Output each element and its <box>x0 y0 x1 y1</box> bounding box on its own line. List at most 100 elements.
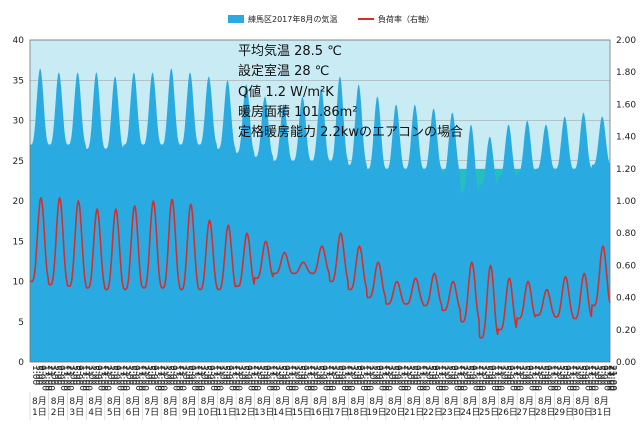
x-day-label: 13日 <box>254 407 274 418</box>
x-time-tick-label: 5:00 <box>464 365 474 385</box>
x-time-tick-label: 9:00 <box>580 365 590 385</box>
x-day-label: 2日 <box>51 407 66 418</box>
x-time-tick-label: 5:00 <box>333 365 343 385</box>
x-time-tick-label: 5:00 <box>89 365 99 385</box>
x-day-label: 5日 <box>107 407 122 418</box>
x-time-tick-label: 17:00 <box>43 365 53 391</box>
x-time-tick-label: 5:00 <box>295 365 305 385</box>
x-month-label: 8月 <box>257 396 272 407</box>
x-last-tick-label: 23:00 <box>606 365 616 391</box>
x-time-tick-label: 5:00 <box>33 365 43 385</box>
x-time-tick-label: 5:00 <box>164 365 174 385</box>
x-day-label: 15日 <box>291 407 311 418</box>
x-time-tick-label: 21:00 <box>514 365 524 391</box>
x-day-label: 16日 <box>310 407 330 418</box>
annotation-heating-area: 暖房面積 101.86m² <box>238 104 358 120</box>
x-time-tick-label: 21:00 <box>345 365 355 391</box>
x-time-tick-label: 13:00 <box>39 365 49 391</box>
x-time-tick-label: 5:00 <box>183 365 193 385</box>
x-time-tick-label: 9:00 <box>167 365 177 385</box>
x-time-tick-label: 1:00 <box>49 365 59 385</box>
x-day-label: 22日 <box>423 407 443 418</box>
x-time-tick-label: 5:00 <box>258 365 268 385</box>
x-time-tick-label: 17:00 <box>192 365 202 391</box>
x-time-tick-label: 1:00 <box>274 365 284 385</box>
x-time-tick-label: 17:00 <box>567 365 577 391</box>
x-time-tick-label: 1:00 <box>461 365 471 385</box>
x-time-tick-label: 5:00 <box>370 365 380 385</box>
x-day-label: 30日 <box>572 407 592 418</box>
x-time-tick-label: 13:00 <box>152 365 162 391</box>
y-left-tick-label: 25 <box>13 157 24 167</box>
x-time-tick-label: 21:00 <box>83 365 93 391</box>
x-day-label: 31日 <box>591 407 611 418</box>
x-time-tick-label: 9:00 <box>430 365 440 385</box>
x-time-tick-label: 9:00 <box>448 365 458 385</box>
y-left-tick-label: 10 <box>13 278 25 288</box>
x-time-tick-label: 9:00 <box>111 365 121 385</box>
x-time-tick-label: 17:00 <box>548 365 558 391</box>
x-day-label: 20日 <box>385 407 405 418</box>
x-time-tick-label: 9:00 <box>598 365 608 385</box>
x-day-label: 29日 <box>554 407 574 418</box>
x-time-tick-label: 21:00 <box>570 365 580 391</box>
x-time-tick-label: 13:00 <box>227 365 237 391</box>
x-time-tick-label: 13:00 <box>414 365 424 391</box>
x-time-tick-label: 17:00 <box>530 365 540 391</box>
x-month-label: 8月 <box>276 396 291 407</box>
x-time-tick-label: 13:00 <box>564 365 574 391</box>
x-time-tick-label: 1:00 <box>330 365 340 385</box>
x-time-tick-label: 21:00 <box>158 365 168 391</box>
x-month-label: 8月 <box>88 396 103 407</box>
x-time-tick-label: 1:00 <box>255 365 265 385</box>
x-time-tick-label: 9:00 <box>36 365 46 385</box>
x-time-tick-label: 5:00 <box>389 365 399 385</box>
x-time-tick-label: 9:00 <box>336 365 346 385</box>
x-time-tick-label: 9:00 <box>355 365 365 385</box>
x-time-tick-label: 9:00 <box>205 365 215 385</box>
x-time-tick-label: 21:00 <box>364 365 374 391</box>
x-time-tick-label: 13:00 <box>246 365 256 391</box>
x-time-tick-label: 13:00 <box>508 365 518 391</box>
y-left-tick-label: 15 <box>13 237 24 247</box>
annotation-average-temp: 平均気温 28.5 ℃ <box>238 43 342 59</box>
x-time-tick-label: 1:00 <box>236 365 246 385</box>
x-time-tick-label: 13:00 <box>133 365 143 391</box>
y-right-tick-label: 1.80 <box>616 68 636 78</box>
x-time-tick-label: 5:00 <box>502 365 512 385</box>
x-time-tick-label: 17:00 <box>436 365 446 391</box>
x-time-tick-label: 1:00 <box>555 365 565 385</box>
x-time-tick-label: 13:00 <box>601 365 611 391</box>
x-time-tick-label: 13:00 <box>302 365 312 391</box>
x-time-tick-label: 9:00 <box>317 365 327 385</box>
x-month-label: 8月 <box>500 396 515 407</box>
x-month-label: 8月 <box>519 396 534 407</box>
x-time-tick-label: 1:00 <box>68 365 78 385</box>
x-time-tick-label: 1:00 <box>105 365 115 385</box>
x-time-tick-label: 9:00 <box>542 365 552 385</box>
x-day-label: 21日 <box>404 407 424 418</box>
x-time-tick-label: 21:00 <box>420 365 430 391</box>
y-left-tick-label: 35 <box>13 76 24 86</box>
x-day-label: 11日 <box>216 407 236 418</box>
x-day-label: 27日 <box>516 407 536 418</box>
x-time-tick-label: 13:00 <box>114 365 124 391</box>
x-time-tick-label: 9:00 <box>261 365 271 385</box>
x-day-label: 28日 <box>535 407 555 418</box>
x-time-tick-label: 21:00 <box>233 365 243 391</box>
temperature-area-series <box>30 68 610 362</box>
x-time-tick-label: 1:00 <box>498 365 508 385</box>
x-month-label: 8月 <box>313 396 328 407</box>
x-time-tick-label: 21:00 <box>402 365 412 391</box>
x-time-tick-label: 1:00 <box>423 365 433 385</box>
x-time-tick-label: 1:00 <box>180 365 190 385</box>
x-time-tick-label: 21:00 <box>552 365 562 391</box>
x-day-label: 8日 <box>163 407 178 418</box>
x-time-tick-label: 5:00 <box>71 365 81 385</box>
y-left-tick-label: 40 <box>13 36 25 46</box>
x-time-tick-label: 17:00 <box>230 365 240 391</box>
x-month-label: 8月 <box>332 396 347 407</box>
x-time-tick-label: 5:00 <box>146 365 156 385</box>
x-day-label: 24日 <box>460 407 480 418</box>
